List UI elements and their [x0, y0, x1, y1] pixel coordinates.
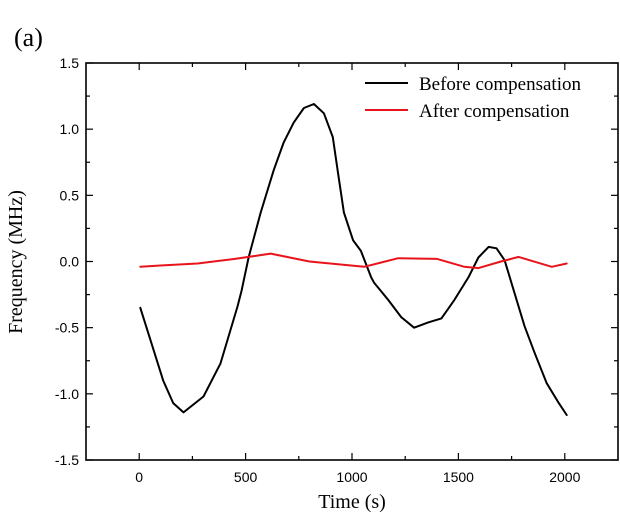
y-tick-label: -0.5 — [55, 320, 79, 336]
x-tick-label: 1500 — [443, 469, 474, 485]
y-tick-labels: -1.5 -1.0 -0.5 0.0 0.5 1.0 1.5 — [55, 55, 79, 468]
legend: Before compensation After compensation — [365, 74, 581, 122]
y-tick-label: 0.5 — [60, 187, 80, 203]
x-tick-label: 500 — [234, 469, 258, 485]
y-tick-label: -1.0 — [55, 386, 79, 402]
legend-label-before: Before compensation — [419, 74, 581, 95]
y-tick-label: 1.5 — [60, 55, 80, 71]
x-tick-labels: 0 500 1000 1500 2000 — [135, 469, 580, 485]
y-tick-label: -1.5 — [55, 452, 79, 468]
series-line-before-compensation — [139, 103, 568, 416]
series-lines — [139, 103, 568, 416]
plot-frame — [85, 62, 619, 461]
y-axis-label: Frequency (MHz) — [5, 190, 27, 334]
x-tick-label: 0 — [135, 469, 143, 485]
plot-axes — [85, 62, 619, 461]
y-tick-label: 1.0 — [60, 121, 80, 137]
panel-label: (a) — [14, 23, 43, 52]
y-tick-label: 0.0 — [60, 254, 80, 270]
x-axis-label: Time (s) — [318, 491, 386, 513]
x-tick-label: 2000 — [549, 469, 580, 485]
series-line-after-compensation — [139, 252, 568, 270]
x-tick-label: 1000 — [336, 469, 367, 485]
axis-ticks — [86, 62, 618, 461]
legend-label-after: After compensation — [419, 101, 570, 122]
